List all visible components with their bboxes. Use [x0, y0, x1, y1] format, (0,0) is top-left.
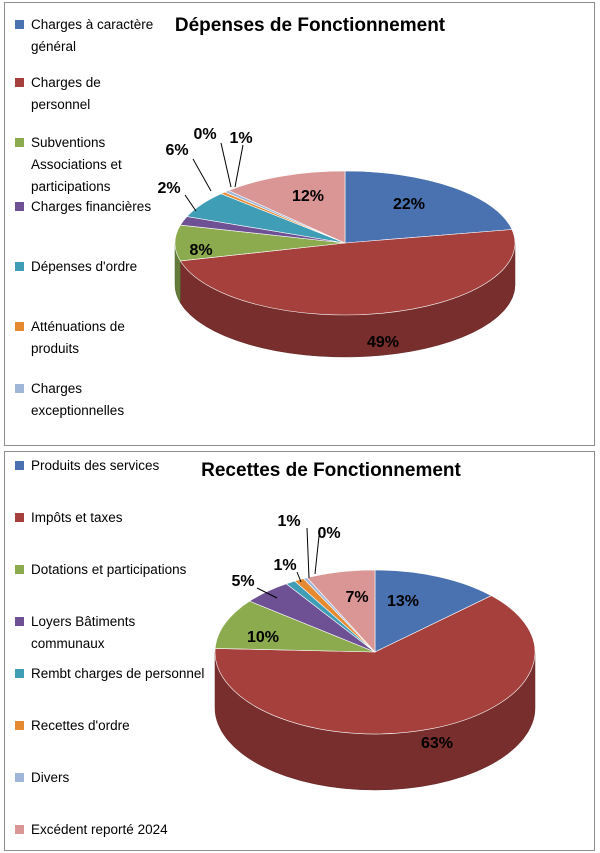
legend-label: Charges: [31, 381, 82, 396]
legend-swatch: [15, 461, 24, 470]
leader-line: [306, 527, 310, 579]
data-label: 10%: [247, 629, 279, 646]
data-label: 1%: [229, 130, 252, 147]
legend-label: Associations et: [31, 157, 122, 172]
data-label: 12%: [292, 188, 324, 205]
data-label: 0%: [317, 525, 340, 542]
legend-swatch: [15, 513, 24, 522]
legend-swatch: [15, 78, 24, 87]
legend-entry: Subventions Associations et participations: [15, 135, 122, 194]
leader-line: [184, 194, 197, 212]
legend-swatch: [15, 669, 24, 678]
leader-line: [296, 571, 302, 583]
pie-slice: [306, 569, 376, 653]
legend-label: Excédent reporté 2024: [31, 822, 168, 837]
data-label: 7%: [345, 589, 368, 606]
legend-swatch: [15, 20, 24, 29]
legend-label: Impôts et taxes: [31, 510, 123, 525]
data-label: 49%: [367, 334, 399, 351]
depenses-pie-chart: Dépenses de Fonctionnement Charges à cara…: [15, 15, 516, 418]
data-label: 6%: [165, 142, 188, 159]
legend-label: Subventions: [31, 135, 106, 150]
legend-entry: Dépenses d'ordre: [15, 259, 137, 274]
pie-slice: [179, 229, 516, 316]
legend-swatch: [15, 721, 24, 730]
legend-entry: Divers: [15, 770, 70, 785]
legend-entry: Charges exceptionnelles: [15, 381, 124, 418]
data-label: 5%: [231, 573, 254, 590]
data-label: 22%: [393, 196, 425, 213]
legend-label: exceptionnelles: [31, 403, 124, 418]
pie-top: [174, 170, 516, 316]
legend-swatch: [15, 565, 24, 574]
pie-slice: [344, 170, 513, 244]
legend-label: Charges de: [31, 75, 101, 90]
data-label: 8%: [189, 242, 212, 259]
legend-entry: Dotations et participations: [15, 562, 187, 577]
legend-label: participations: [31, 179, 111, 194]
legend-label: Produits des services: [31, 458, 160, 473]
legend-label: Atténuations de: [31, 319, 125, 334]
legend-swatch: [15, 617, 24, 626]
legend-label: Divers: [31, 770, 70, 785]
legend-entry: Loyers Bâtiments communaux: [15, 614, 136, 651]
legend-label: Loyers Bâtiments: [31, 614, 136, 629]
leader-line: [234, 144, 244, 188]
legend-entry: Recettes d'ordre: [15, 718, 130, 733]
legend-entry: Charges à caractère général: [15, 17, 153, 54]
legend-entry: Impôts et taxes: [15, 510, 123, 525]
data-label: 2%: [157, 180, 180, 197]
legend-label: Recettes d'ordre: [31, 718, 130, 733]
pie-top: [214, 569, 536, 735]
data-label: 0%: [193, 126, 216, 143]
leader-line: [220, 142, 232, 188]
pie-slice: [227, 170, 346, 244]
leader-line: [256, 587, 278, 599]
legend-swatch: [15, 202, 24, 211]
legend-label: Charges à caractère: [31, 17, 153, 32]
legend-entry: Charges de personnel: [15, 75, 101, 112]
legend-entry: Atténuations de produits: [15, 319, 125, 356]
legend-entry: Charges financières: [15, 199, 151, 214]
leader-line: [314, 535, 320, 575]
legend-swatch: [15, 384, 24, 393]
pie-slice: [374, 569, 492, 653]
legend-label: Rembt charges de personnel: [31, 666, 204, 681]
legend-swatch: [15, 322, 24, 331]
legend-swatch: [15, 262, 24, 271]
legend-swatch: [15, 138, 24, 147]
legend-label: communaux: [31, 636, 105, 651]
recettes-chart-panel: Recettes de Fonctionnement Produits des s…: [4, 451, 595, 851]
legend-label: Dotations et participations: [31, 562, 187, 577]
legend-label: produits: [31, 341, 79, 356]
data-label: 63%: [421, 735, 453, 752]
legend-entry: Rembt charges de personnel: [15, 666, 204, 681]
legend-label: personnel: [31, 97, 90, 112]
legend-label: général: [31, 39, 76, 54]
legend-label: Dépenses d'ordre: [31, 259, 137, 274]
legend-entry: Produits des services: [15, 458, 160, 473]
data-label: 1%: [273, 557, 296, 574]
legend-swatch: [15, 773, 24, 782]
pie-slice: [214, 595, 536, 735]
data-label: 1%: [277, 513, 300, 530]
chart-title: Dépenses de Fonctionnement: [175, 15, 446, 36]
chart-title: Recettes de Fonctionnement: [201, 460, 461, 481]
depenses-chart-panel: Dépenses de Fonctionnement Charges à cara…: [4, 2, 595, 446]
pie-slice: [214, 600, 376, 653]
leader-line: [192, 158, 212, 192]
legend-swatch: [15, 825, 24, 834]
recettes-pie-chart: Recettes de Fonctionnement Produits des s…: [15, 458, 536, 837]
legend-entry: Excédent reporté 2024: [15, 822, 168, 837]
legend-label: Charges financières: [31, 199, 151, 214]
data-label: 13%: [387, 593, 419, 610]
